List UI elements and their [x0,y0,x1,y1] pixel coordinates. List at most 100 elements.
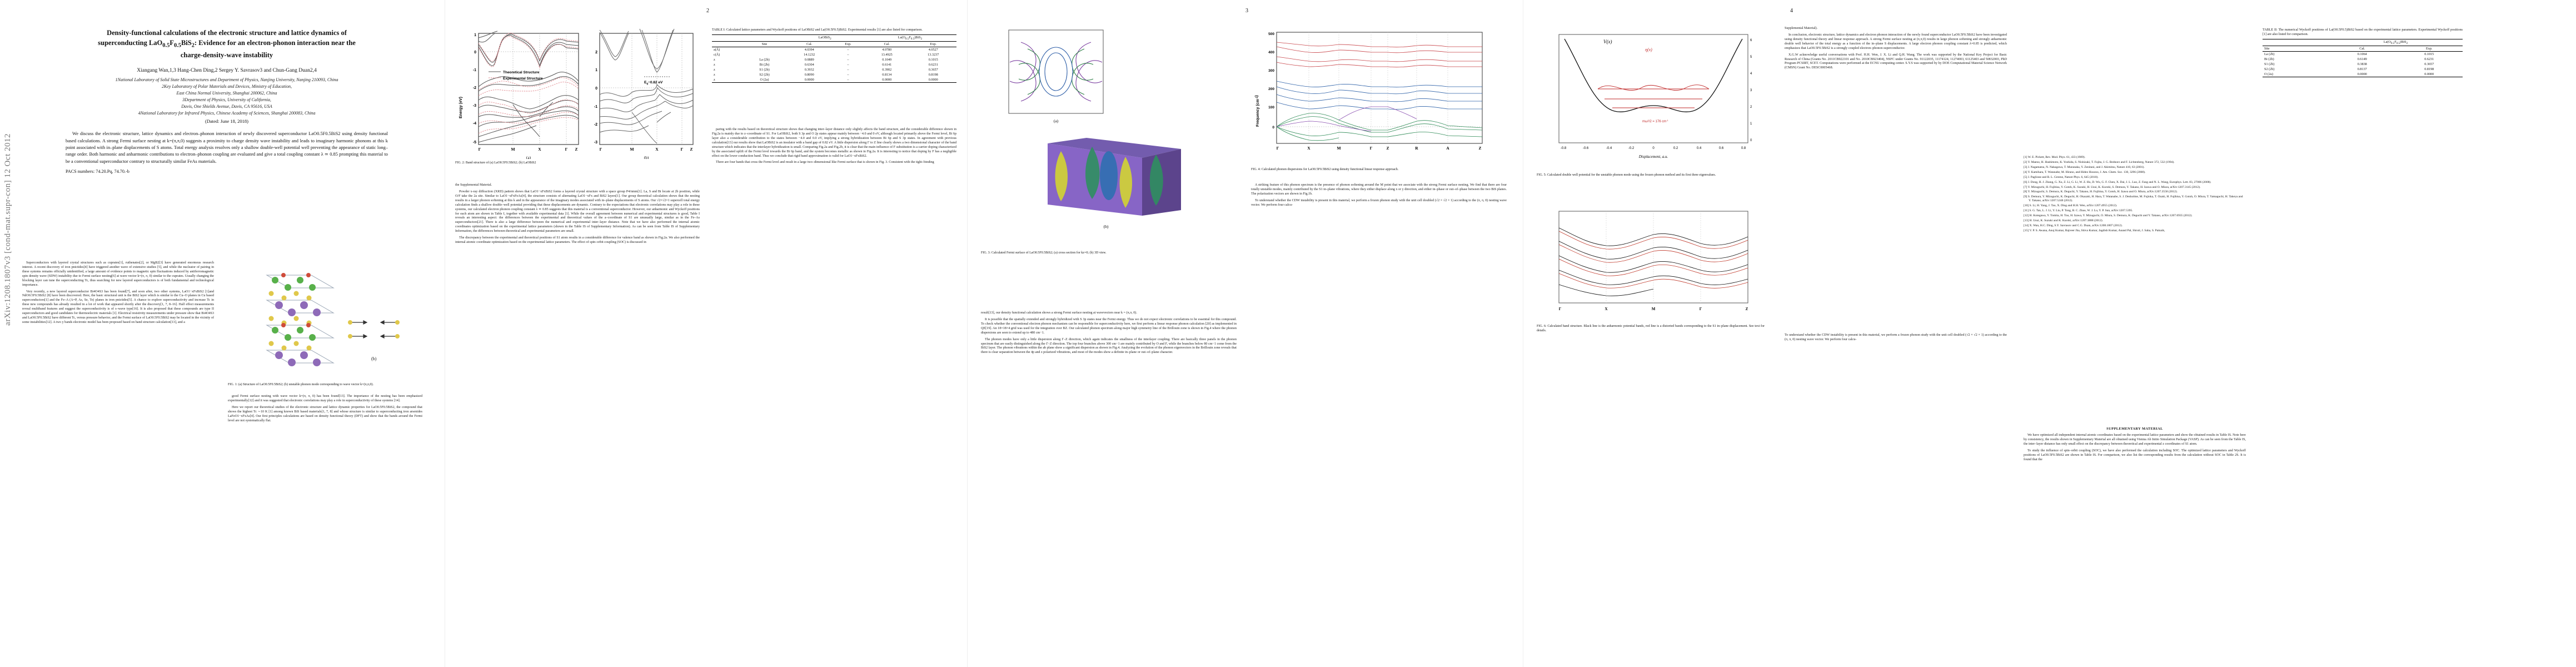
table-cell: 0.8090 [804,73,814,77]
svg-text:0.8: 0.8 [1741,147,1746,150]
supplementary-section: SUPPLEMENTARY MATERIAL We have optimized… [2024,422,2246,465]
svg-text:R: R [1415,146,1418,151]
svg-text:X: X [538,147,541,152]
table-cell: – [847,53,849,57]
figure-5-annotation: mω²/2 = 176 cm-1 [1642,119,1669,123]
reference-item: [13] H. Usui, K. Suzuki and K. Kuroki, a… [2024,218,2103,222]
paper-page-3: 3 [967,0,1523,667]
svg-text:0: 0 [1652,147,1655,150]
table-cell: Site [761,42,768,47]
paragraph: The discrepancy between the experimental… [455,236,700,245]
svg-text:M: M [511,147,515,152]
svg-text:Z: Z [1386,146,1389,151]
table-1: TABLE I: Calculated lattice parameters a… [712,28,956,83]
paragraph: X.G.W acknowledge useful conversations w… [1785,53,2007,70]
column-7: To understand whether the CDW instabilit… [1785,334,2007,650]
svg-text:A: A [1446,146,1449,151]
svg-text:1: 1 [595,68,597,72]
table-row: LaOBiS2 La(O0.5F0.5)BiS2 [712,34,956,42]
reference-item: [3] J. Nagamatsu, N. Nakagawa, T. Murana… [2024,165,2145,169]
table-cell: O (2a) [760,78,769,82]
table-cell: 0.0000 [804,78,814,82]
table-cell: 0.8137 [2357,67,2367,72]
svg-text:0.2: 0.2 [1673,147,1678,150]
column-5: result[13], our density functional calcu… [981,311,1237,650]
table-group-header-laobis2: LaOBiS2 [786,34,864,42]
svg-text:-2: -2 [473,86,476,90]
arxiv-stamp: arXiv:1208.1807v3 [cond-mat.supr-con] 12… [3,133,12,326]
paper-page-1: arXiv:1208.1807v3 [cond-mat.supr-con] 12… [0,0,445,667]
supplementary-body: We have optimized all independent intern… [2024,434,2246,462]
paragraph: There are four bands that cross the Ferm… [716,161,934,165]
table-cell: 4.0527 [928,48,938,52]
crystal-structure-illustration: (b) [228,261,422,381]
figure-5-curve-label: η(x) [1645,47,1652,52]
figure-5-caption: FIG. 5: Calculated double well potential… [1537,173,1716,177]
figure-1: (b) FIG. 1: (a) Structure of LaO0.5F0.5B… [228,261,422,387]
figure-5: V(x) η(x) mω²/2 = 176 cm-1 -0.8 -0.6 -0.4 … [1537,27,1770,178]
figure-4: Frequency (cm-1) [1251,27,1507,172]
column-3: the Supplemental Material. Powder x-ray … [455,183,700,650]
table-cell: 0.1064 [2357,52,2367,57]
svg-text:Γ: Γ [681,147,684,152]
paragraph: The phonon modes have only a little disp… [981,337,1237,355]
table-cell [2263,39,2329,46]
table-cell: 13.4925 [881,53,893,57]
table-2-group-header: La(O0.5F0.5)BiS2 [2329,39,2463,47]
svg-text:Γ: Γ [1370,146,1373,151]
svg-text:-1: -1 [594,105,597,109]
reference-item: [7] Y. Mizuguchi, H. Fujihisa, Y. Gotoh,… [2024,185,2201,189]
reference-item: [9] S. Demura, Y. Mizuguchi, K. Deguchi,… [2024,195,2243,203]
table-row: z O (2a) 0.0000 – 0.0000 0.0000 [712,77,956,83]
svg-text:500: 500 [1268,32,1274,36]
figure-5-xlabel: Displacement, a.u. [1638,155,1668,159]
table-row: La(O0.5F0.5)BiS2 [2263,39,2463,47]
table-cell: 0.1015 [2424,52,2434,57]
table-1-grid: LaOBiS2 La(O0.5F0.5)BiS2 Site Cal. Exp. … [712,34,956,83]
affiliation-3b: Davis, One Shields Avenue, Davis, CA 956… [181,104,272,109]
svg-text:Γ: Γ [479,147,481,152]
paragraph: Supplemental Material). [1785,27,1818,30]
svg-text:Z: Z [1746,307,1748,311]
column-8: Supplemental Material). In conclusion, e… [1785,27,2007,316]
figure-2-caption: FIG. 2: Band structure of (a) LaO0.5F0.5… [455,161,536,165]
svg-text:0: 0 [1272,126,1274,130]
table-cell: 0.3838 [2357,62,2367,67]
svg-text:300: 300 [1268,69,1274,73]
svg-text:-0.2: -0.2 [1628,147,1635,150]
table-cell: 4.0394 [804,48,814,52]
table-cell: O (2a) [2264,72,2273,77]
table-cell [712,42,743,47]
reference-item: [6] J. Dong, H. J. Zhang, G. Xu, Z. Li, … [2024,180,2211,184]
svg-text:Γ: Γ [600,147,602,152]
table-cell: 0.3902 [882,68,892,72]
abstract-paragraph: We discuss the electronic structure, lat… [66,131,388,164]
double-well-potential-plot: V(x) η(x) mω²/2 = 176 cm-1 -0.8 -0.6 -0.4 … [1558,34,1752,159]
table-row: z S2 (2b) 0.8090 – 0.8134 0.8198 [712,72,956,77]
svg-text:X: X [655,147,659,152]
figure-2-legend-theoretical: Theoretical Structure [503,71,540,74]
paragraph: A striking feature of this phonon spectr… [1251,183,1507,196]
reference-item: [15] V. P. S. Awana, Anuj Kumar, Rajveer… [2024,228,2165,232]
reference-item: [12] H. Kotegawa, Y. Tomita, H. Tou, H. … [2024,214,2193,218]
affiliation-4: 4National Laboratory for Infrared Physic… [138,111,316,116]
affiliation-1: 1National Laboratory of Solid State Micr… [115,77,338,83]
table-cell: 0.6141 [882,63,892,67]
svg-text:-3: -3 [473,104,476,108]
svg-text:Γ: Γ [565,147,568,152]
table-cell: 0.0000 [2424,72,2434,77]
table-cell: Cal. [884,42,890,47]
svg-text:Z: Z [1478,146,1481,151]
affiliation-2b: East China Normal University, Shanghai 2… [176,91,277,96]
table-cell [743,47,786,53]
band-structure-plot: Energy (eV) [459,28,694,159]
svg-text:-5: -5 [473,141,476,145]
paper-page-2: 2 Energy (eV) [445,0,967,667]
page-number: 2 [706,8,709,14]
page-title: Density-functional calculations of the e… [52,28,401,60]
svg-text:0: 0 [474,51,476,54]
figure-2-ylabel: Energy (eV) [459,97,463,118]
table-2-body: La (2b) 0.1064 0.1015 Bi (2b) 0.6149 0.6231 … [2263,52,2463,77]
table-cell: – [847,58,849,62]
